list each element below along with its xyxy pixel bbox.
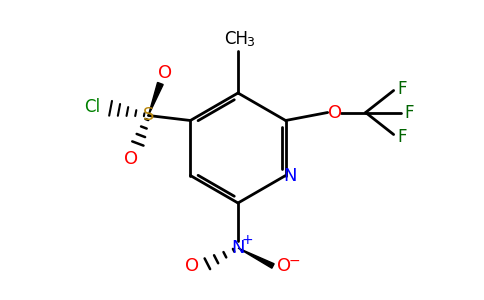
Text: O: O <box>328 103 342 122</box>
Text: O: O <box>185 257 199 275</box>
Text: 3: 3 <box>246 35 254 49</box>
Polygon shape <box>149 82 163 116</box>
Text: N: N <box>231 239 245 257</box>
Text: Cl: Cl <box>84 98 101 116</box>
Text: F: F <box>404 103 413 122</box>
Text: N: N <box>283 167 296 184</box>
Text: O: O <box>158 64 172 82</box>
Text: −: − <box>288 254 300 268</box>
Text: F: F <box>397 80 407 98</box>
Text: O: O <box>277 257 291 275</box>
Text: +: + <box>241 233 253 247</box>
Text: S: S <box>143 106 154 124</box>
Polygon shape <box>238 248 274 268</box>
Text: CH: CH <box>224 30 248 48</box>
Text: F: F <box>397 128 407 146</box>
Text: O: O <box>124 149 138 167</box>
